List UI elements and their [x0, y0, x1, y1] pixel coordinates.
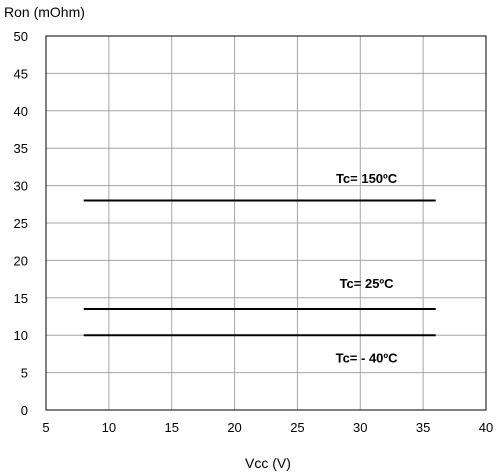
series-annotation-label: Tc= 150ºC — [336, 171, 398, 186]
y-tick-label: 0 — [21, 403, 28, 418]
y-tick-label: 25 — [14, 216, 28, 231]
series-annotation-label: Tc= - 40ºC — [336, 351, 399, 366]
y-tick-label: 50 — [14, 29, 28, 44]
x-tick-label: 20 — [227, 420, 241, 435]
y-tick-label: 5 — [21, 366, 28, 381]
plot-area-frame — [45, 35, 487, 411]
y-tick-labels: 0 5 10 15 20 25 30 35 40 45 50 — [14, 29, 28, 418]
x-axis-title: Vcc (V) — [245, 455, 291, 471]
x-tick-label: 40 — [479, 420, 493, 435]
x-tick-label: 35 — [416, 420, 430, 435]
y-tick-label: 45 — [14, 66, 28, 81]
y-tick-label: 20 — [14, 253, 28, 268]
y-tick-label: 15 — [14, 291, 28, 306]
x-tick-label: 10 — [102, 420, 116, 435]
x-tick-label: 5 — [42, 420, 49, 435]
x-tick-label: 25 — [290, 420, 304, 435]
series-annotations: Tc= 150ºC Tc= 25ºC Tc= - 40ºC — [336, 171, 399, 366]
series-lines — [83, 199, 436, 337]
y-tick-label: 40 — [14, 104, 28, 119]
grid — [46, 36, 486, 410]
x-tick-labels: 5 10 15 20 25 30 35 40 — [42, 420, 493, 435]
y-tick-label: 10 — [14, 328, 28, 343]
y-axis-title: Ron (mOhm) — [4, 4, 85, 20]
x-tick-label: 30 — [353, 420, 367, 435]
y-tick-label: 30 — [14, 179, 28, 194]
series-annotation-label: Tc= 25ºC — [340, 276, 395, 291]
x-tick-label: 15 — [164, 420, 178, 435]
y-tick-label: 35 — [14, 141, 28, 156]
